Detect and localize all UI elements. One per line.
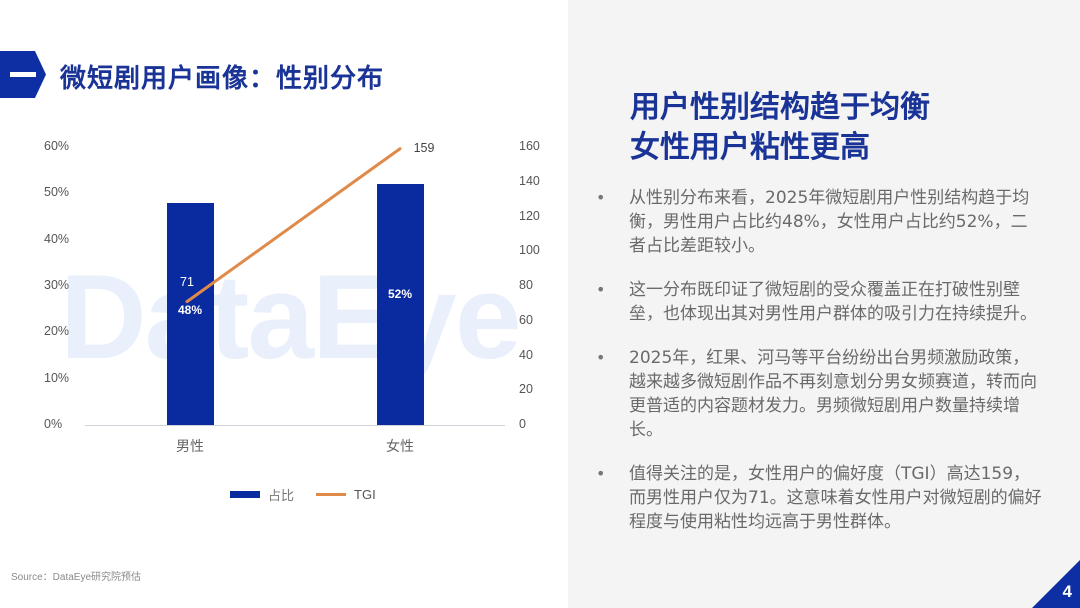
y-right-tick: 160 (519, 139, 540, 153)
bullet-dot-icon: • (596, 348, 606, 367)
source-note: Source：DataEye研究院预估 (11, 572, 142, 583)
x-axis (85, 425, 505, 426)
legend-line-swatch (316, 493, 347, 496)
insight-headline: 用户性别结构趋于均衡 女性用户粘性更高 (630, 88, 930, 168)
insight-panel (568, 0, 1080, 608)
headline-line-1: 用户性别结构趋于均衡 (630, 90, 930, 125)
y-right-tick: 0 (519, 417, 526, 431)
bullet-dot-icon: • (596, 464, 606, 483)
bullet-item: • 2025年，红果、河马等平台纷纷出台男频激励政策，越来越多微短剧作品不再刻意… (594, 346, 1044, 442)
y-right-tick: 60 (519, 312, 533, 327)
x-axis-label: 女性 (386, 439, 414, 455)
legend-label-share: 占比 (268, 489, 295, 504)
headline-line-2: 女性用户粘性更高 (630, 130, 870, 165)
y-left-tick: 10% (44, 370, 70, 385)
section-number-icon (10, 72, 36, 77)
watermark: DataEye (60, 250, 522, 384)
legend-label-tgi: TGI (354, 487, 376, 502)
x-axis-label: 男性 (176, 439, 204, 455)
y-right-tick: 40 (519, 347, 533, 362)
chart-legend: 占比 TGI (230, 485, 376, 504)
tgi-value-label: 159 (413, 140, 435, 155)
bar-value-label: 52% (387, 286, 413, 301)
tgi-line (185, 147, 402, 304)
bullet-text: 从性别分布来看，2025年微短剧用户性别结构趋于均衡，男性用户占比约48%，女性… (629, 188, 1030, 256)
bullet-item: • 从性别分布来看，2025年微短剧用户性别结构趋于均衡，男性用户占比约48%，… (594, 186, 1044, 258)
insight-bullets: • 从性别分布来看，2025年微短剧用户性别结构趋于均衡，男性用户占比约48%，… (594, 186, 1044, 554)
y-left-tick: 20% (44, 324, 70, 339)
bar-male (166, 202, 214, 425)
y-left-tick: 60% (44, 139, 70, 153)
bullet-item: • 值得关注的是，女性用户的偏好度（TGI）高达159，而男性用户仅为71。这意… (594, 462, 1044, 534)
bullet-text: 这一分布既印证了微短剧的受众覆盖正在打破性别壁垒，也体现出其对男性用户群体的吸引… (629, 280, 1037, 324)
bullet-text: 2025年，红果、河马等平台纷纷出台男频激励政策，越来越多微短剧作品不再刻意划分… (629, 348, 1037, 440)
bar-value-label: 48% (177, 302, 203, 317)
y-right-tick: 100 (519, 243, 540, 258)
bullet-text: 值得关注的是，女性用户的偏好度（TGI）高达159，而男性用户仅为71。这意味着… (629, 464, 1042, 532)
legend-bar-swatch (230, 491, 260, 498)
section-badge (0, 51, 46, 98)
bullet-item: • 这一分布既印证了微短剧的受众覆盖正在打破性别壁垒，也体现出其对男性用户群体的… (594, 278, 1044, 326)
page-title: 微短剧用户画像：性别分布 (60, 64, 385, 94)
y-right-tick: 20 (519, 382, 533, 397)
y-left-tick: 0% (44, 417, 63, 431)
y-left-tick: 40% (44, 231, 70, 246)
gender-chart: DataEye 0% 10% 20% 30% 40% 50% 60% 0 20 40 60 80 10… (44, 139, 540, 504)
bar-female (376, 184, 424, 425)
bullet-dot-icon: • (596, 280, 606, 299)
y-right-tick: 80 (519, 278, 533, 292)
page-number: 4 (1062, 582, 1072, 601)
y-left-tick: 30% (44, 278, 70, 292)
y-right-tick: 120 (519, 208, 540, 223)
y-left-tick: 50% (44, 185, 70, 200)
tgi-value-label: 71 (180, 274, 194, 289)
bullet-dot-icon: • (596, 188, 606, 207)
y-right-tick: 140 (519, 173, 540, 188)
